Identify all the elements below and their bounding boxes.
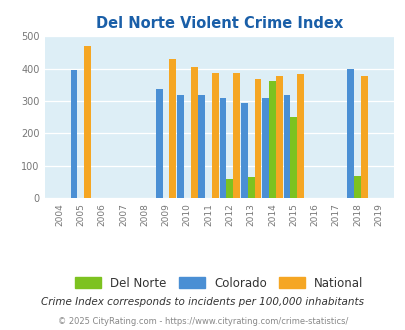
Bar xyxy=(211,73,218,198)
Text: Crime Index corresponds to incidents per 100,000 inhabitants: Crime Index corresponds to incidents per… xyxy=(41,297,364,307)
Bar xyxy=(283,94,290,198)
Legend: Del Norte, Colorado, National: Del Norte, Colorado, National xyxy=(70,272,367,294)
Bar xyxy=(190,67,197,198)
Bar xyxy=(290,117,296,198)
Bar xyxy=(347,69,353,198)
Bar xyxy=(198,94,205,198)
Bar xyxy=(156,89,162,198)
Bar xyxy=(169,59,176,198)
Bar xyxy=(226,179,233,198)
Bar xyxy=(353,176,360,198)
Bar xyxy=(70,70,77,198)
Bar xyxy=(219,98,226,198)
Bar xyxy=(84,46,91,198)
Bar xyxy=(269,81,275,198)
Bar xyxy=(275,76,282,198)
Title: Del Norte Violent Crime Index: Del Norte Violent Crime Index xyxy=(96,16,342,31)
Bar xyxy=(296,74,303,198)
Bar xyxy=(247,177,254,198)
Bar xyxy=(262,98,269,198)
Text: © 2025 CityRating.com - https://www.cityrating.com/crime-statistics/: © 2025 CityRating.com - https://www.city… xyxy=(58,317,347,326)
Bar xyxy=(254,79,261,198)
Bar xyxy=(240,103,247,198)
Bar xyxy=(233,73,239,198)
Bar xyxy=(360,76,367,198)
Bar xyxy=(177,94,183,198)
